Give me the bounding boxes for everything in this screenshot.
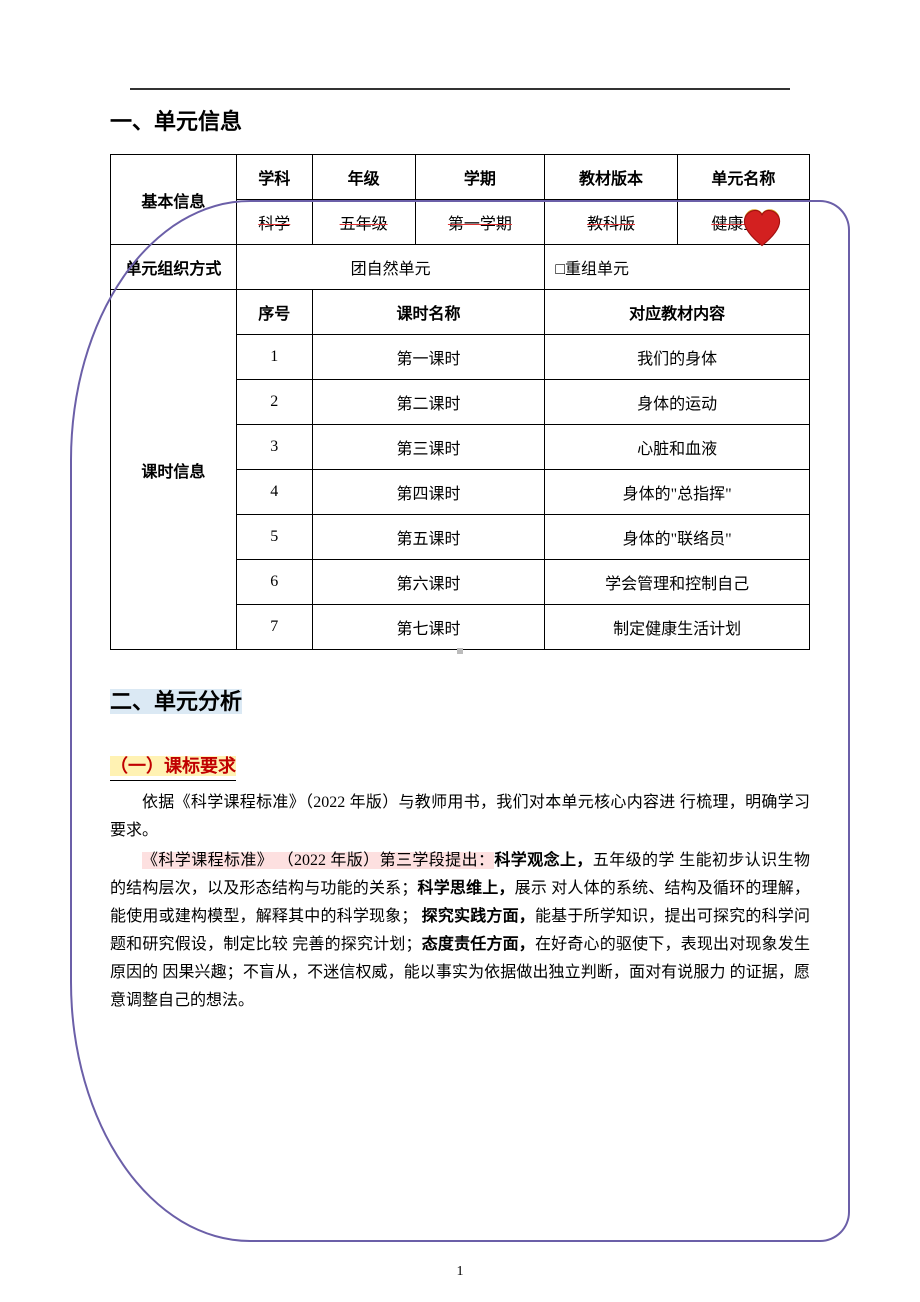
col-grade: 年级 [312,155,415,200]
val-grade: 五年级 [312,200,415,245]
lesson-6-num: 6 [236,560,312,605]
lesson-2-name: 第二课时 [312,380,545,425]
lesson-2-content: 身体的运动 [545,380,810,425]
top-horizontal-rule [130,88,790,90]
lesson-1-num: 1 [236,335,312,380]
val-subject: 科学 [236,200,312,245]
org-method-label: 单元组织方式 [111,245,237,290]
para-2: 《科学课程标准》 （2022 年版）第三学段提出：科学观念上，五年级的学 生能初… [110,847,810,1015]
val-textbook: 教科版 [545,200,677,245]
lesson-1-name: 第一课时 [312,335,545,380]
lesson-5-num: 5 [236,515,312,560]
lesson-3-content: 心脏和血液 [545,425,810,470]
lesson-7-content: 制定健康生活计划 [545,605,810,650]
lesson-1-content: 我们的身体 [545,335,810,380]
lesson-5-name: 第五课时 [312,515,545,560]
lesson-6-content: 学会管理和控制自己 [545,560,810,605]
lesson-4-name: 第四课时 [312,470,545,515]
lesson-4-content: 身体的"总指挥" [545,470,810,515]
col-textbook: 教材版本 [545,155,677,200]
val-term: 第一学期 [415,200,545,245]
lesson-5-content: 身体的"联络员" [545,515,810,560]
col-seq: 序号 [236,290,312,335]
col-unitname: 单元名称 [677,155,809,200]
para-1: 依据《科学课程标准》（2022 年版）与教师用书，我们对本单元核心内容进 行梳理… [110,789,810,845]
col-term: 学期 [415,155,545,200]
lesson-3-name: 第三课时 [312,425,545,470]
basic-info-label: 基本信息 [111,155,237,245]
lesson-4-num: 4 [236,470,312,515]
col-subject: 学科 [236,155,312,200]
heart-icon [740,206,784,250]
small-marker [457,648,463,654]
unit-info-table: 基本信息 学科 年级 学期 教材版本 单元名称 科学 五年级 第一学期 教科版 … [110,154,810,650]
lesson-2-num: 2 [236,380,312,425]
lesson-6-name: 第六课时 [312,560,545,605]
lesson-3-num: 3 [236,425,312,470]
org-method-opt2: □重组单元 [545,245,810,290]
section2-title: 二、单元分析 [110,684,810,716]
col-lesson-content: 对应教材内容 [545,290,810,335]
lesson-7-name: 第七课时 [312,605,545,650]
subsection-heading: （一）课标要求 [110,752,236,781]
lesson-7-num: 7 [236,605,312,650]
col-lesson-name: 课时名称 [312,290,545,335]
org-method-opt1: 团自然单元 [236,245,545,290]
section1-title: 一、单元信息 [110,104,810,136]
page-number: 1 [0,1264,920,1280]
lesson-info-label: 课时信息 [111,290,237,650]
